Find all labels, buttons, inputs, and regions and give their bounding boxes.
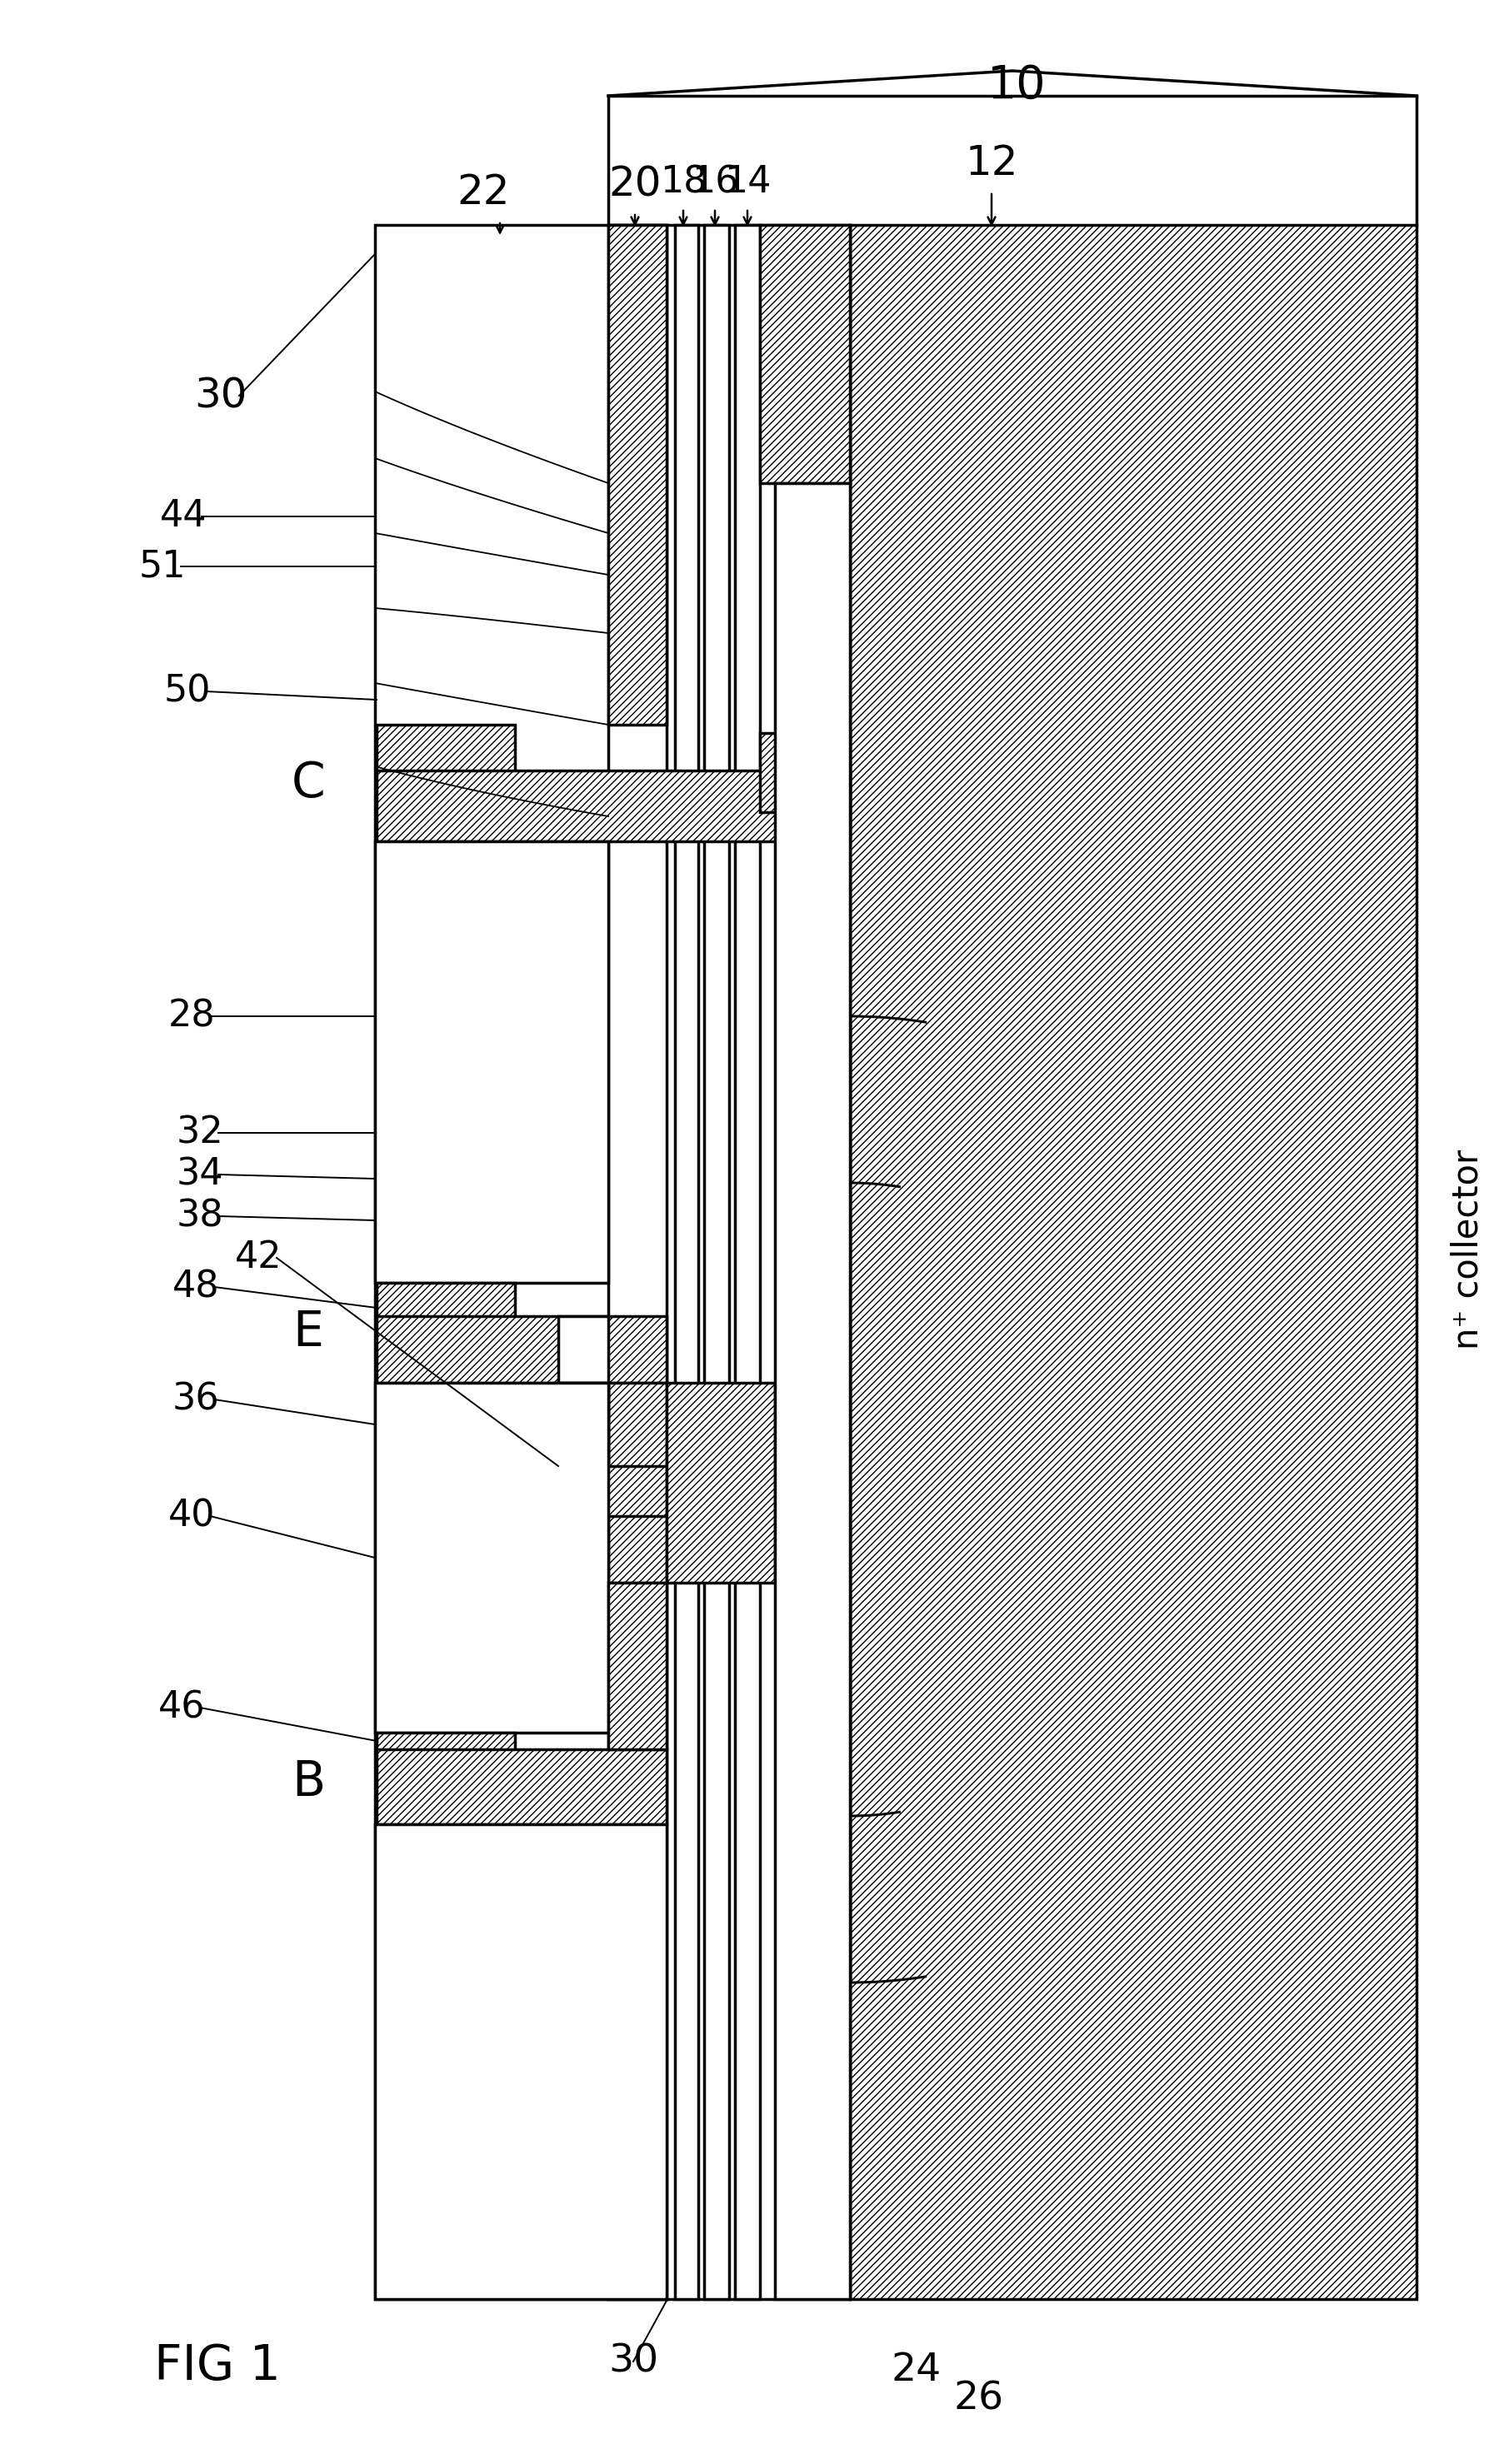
Text: 30: 30 <box>608 2343 658 2380</box>
Text: 32: 32 <box>176 1116 223 1151</box>
Text: 48: 48 <box>173 1269 219 1306</box>
Text: E: E <box>293 1308 323 1358</box>
Text: 12: 12 <box>965 143 1018 182</box>
Bar <box>736 224 759 2299</box>
Text: 42: 42 <box>235 1239 281 1276</box>
Bar <box>759 732 850 813</box>
Bar <box>675 224 698 2299</box>
Bar <box>377 771 850 840</box>
Text: 28: 28 <box>168 998 216 1035</box>
Text: 44: 44 <box>159 498 207 535</box>
Bar <box>704 224 730 2299</box>
Text: 40: 40 <box>168 1498 216 1535</box>
Bar <box>609 1382 667 1582</box>
Bar <box>377 1732 515 1833</box>
Text: n⁺ collector: n⁺ collector <box>1450 1151 1486 1350</box>
Text: 46: 46 <box>158 1690 205 1725</box>
Bar <box>375 1382 609 1732</box>
Bar <box>375 1823 667 2299</box>
Bar <box>609 224 667 2299</box>
Bar <box>609 224 667 724</box>
Bar <box>375 224 850 2299</box>
Bar <box>609 1582 667 1749</box>
Text: FIG 1: FIG 1 <box>155 2341 280 2390</box>
Text: 16: 16 <box>691 165 739 200</box>
Bar <box>774 483 850 2299</box>
Bar <box>375 840 609 1284</box>
Text: B: B <box>292 1759 325 1806</box>
Text: 30: 30 <box>195 375 247 416</box>
Bar <box>377 724 515 840</box>
Text: 18: 18 <box>660 165 707 200</box>
Text: 36: 36 <box>173 1382 219 1417</box>
Bar <box>759 224 850 483</box>
Text: 14: 14 <box>724 165 771 200</box>
Text: 34: 34 <box>176 1156 223 1193</box>
Text: 20: 20 <box>609 165 661 205</box>
Text: 24: 24 <box>892 2351 941 2388</box>
Bar <box>667 1382 774 1582</box>
Bar <box>377 1749 667 1823</box>
Bar <box>850 224 1416 2299</box>
Text: 26: 26 <box>954 2380 1004 2417</box>
Text: 50: 50 <box>164 673 211 710</box>
Bar <box>558 1316 609 1382</box>
Text: 51: 51 <box>138 549 186 584</box>
Text: 10: 10 <box>987 64 1045 108</box>
Text: C: C <box>292 759 325 806</box>
Bar <box>558 1466 667 1515</box>
Bar <box>377 1284 515 1382</box>
Bar <box>558 1382 609 1466</box>
Text: 38: 38 <box>176 1198 223 1234</box>
Text: 22: 22 <box>457 172 509 212</box>
Bar <box>377 1316 667 1382</box>
